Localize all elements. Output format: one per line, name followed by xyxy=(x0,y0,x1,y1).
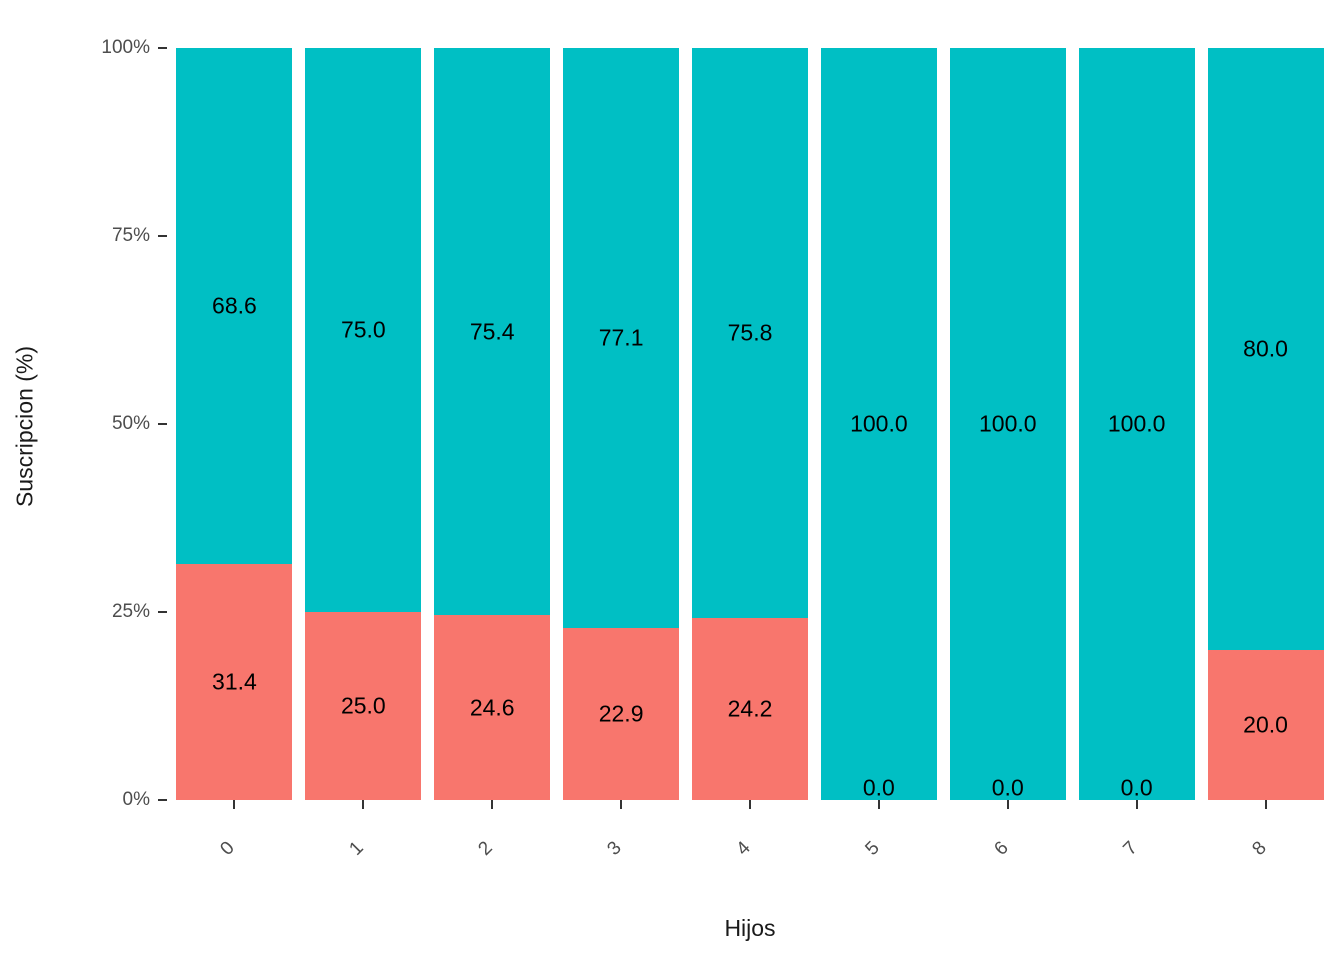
y-axis-tick xyxy=(158,47,167,49)
segment-label-salmon: 0.0 xyxy=(991,774,1024,801)
y-axis-tick xyxy=(158,611,167,613)
bar: 75.0 25.0 xyxy=(305,48,422,800)
segment-label-salmon: 24.2 xyxy=(727,695,773,722)
bar-segment-salmon xyxy=(305,612,422,800)
segment-label-teal: 100.0 xyxy=(850,410,908,437)
y-axis-tick-label: 75% xyxy=(111,225,150,246)
bar-segment-teal xyxy=(563,48,680,628)
x-axis-tick-label: 5 xyxy=(861,837,884,860)
segment-label-salmon: 24.6 xyxy=(469,694,515,720)
segment-label-salmon: 22.9 xyxy=(598,700,644,727)
bar: 100.0 0.0 xyxy=(820,48,937,801)
segment-label-salmon: 20.0 xyxy=(1243,711,1288,738)
bar-segment-teal xyxy=(820,48,937,800)
y-axis-tick-label: 25% xyxy=(111,601,150,622)
bar-segment-salmon xyxy=(563,627,680,800)
x-axis-tick xyxy=(620,800,623,809)
segment-label-teal: 75.4 xyxy=(469,318,515,344)
x-axis-tick xyxy=(1135,800,1138,809)
x-axis-tick xyxy=(233,800,236,809)
x-axis-tick-label: 0 xyxy=(216,837,240,860)
y-axis-tick-label: 100% xyxy=(101,37,150,58)
x-axis-tick-label: 4 xyxy=(732,837,755,860)
x-axis-tick xyxy=(749,800,751,809)
segment-label-salmon: 0.0 xyxy=(862,774,895,801)
y-axis-tick-label: 50% xyxy=(111,413,150,434)
x-axis-tick-label: 3 xyxy=(603,837,626,860)
segment-label-teal: 75.0 xyxy=(340,316,386,343)
bar-segment-teal xyxy=(1078,48,1195,800)
x-axis-tick-label: 2 xyxy=(474,837,498,860)
segment-label-salmon: 25.0 xyxy=(340,692,386,719)
bar-segment-salmon xyxy=(692,618,808,800)
x-axis-title: Hijos xyxy=(724,915,776,941)
x-axis-tick xyxy=(491,800,494,809)
bar-segment-teal xyxy=(1207,48,1324,650)
segment-label-salmon: 0.0 xyxy=(1120,774,1153,801)
x-axis-tick xyxy=(1264,800,1267,809)
bar: 75.8 24.2 xyxy=(692,48,808,800)
y-axis-tick xyxy=(158,423,167,425)
bar: 100.0 0.0 xyxy=(1078,48,1195,801)
segment-label-teal: 80.0 xyxy=(1243,335,1288,362)
plot-area: 68.6 31.4 75.0 25.0 75.4 24.6 77.1 22.9 75.8 24.2… xyxy=(170,48,1330,801)
segment-label-teal: 77.1 xyxy=(598,324,644,351)
segment-label-teal: 100.0 xyxy=(978,410,1037,437)
x-axis-tick-label: 1 xyxy=(345,837,369,860)
bar-segment-salmon xyxy=(434,615,551,800)
bar-segment-salmon xyxy=(1207,649,1324,800)
segment-label-teal: 100.0 xyxy=(1107,410,1166,437)
y-axis-tick xyxy=(158,235,167,237)
segment-label-teal: 75.8 xyxy=(727,319,773,346)
segment-label-salmon: 31.4 xyxy=(212,668,257,695)
bar-segment-teal xyxy=(434,48,551,616)
bar-segment-teal xyxy=(176,48,293,564)
bar: 75.4 24.6 xyxy=(434,48,551,800)
segment-label-teal: 68.6 xyxy=(212,292,257,319)
bar: 77.1 22.9 xyxy=(563,48,680,800)
bar: 68.6 31.4 xyxy=(176,48,293,800)
y-axis-tick xyxy=(158,799,167,801)
bar-segment-salmon xyxy=(176,563,293,800)
bar: 100.0 0.0 xyxy=(949,48,1066,801)
x-axis-tick-label: 7 xyxy=(1119,837,1142,860)
x-axis-tick-label: 6 xyxy=(990,837,1013,860)
x-axis-tick xyxy=(362,800,365,809)
y-axis-tick-label: 0% xyxy=(122,789,150,810)
bar-segment-teal xyxy=(692,48,808,619)
x-axis-tick xyxy=(1006,800,1009,809)
bar-segment-teal xyxy=(949,48,1066,800)
x-axis-tick xyxy=(877,800,880,809)
bar: 80.0 20.0 xyxy=(1207,48,1324,800)
x-axis-tick-label: 8 xyxy=(1248,837,1271,860)
bar-segment-teal xyxy=(305,48,422,612)
